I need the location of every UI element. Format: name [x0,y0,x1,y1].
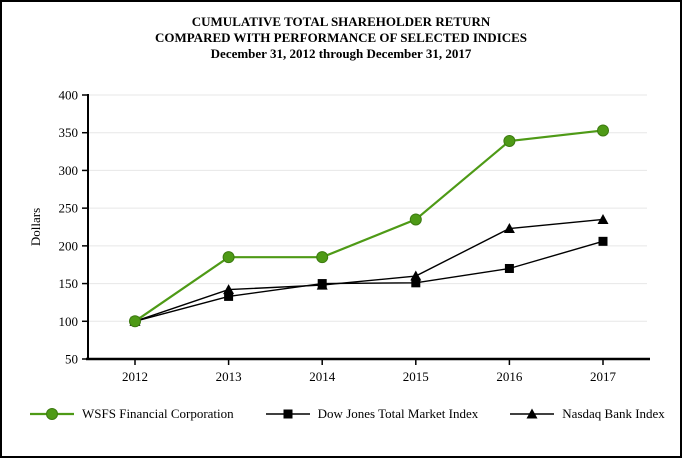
legend-item: Nasdaq Bank Index [510,406,665,422]
circle-data-marker [597,124,609,137]
square-data-marker [411,278,421,288]
circle-data-marker [503,135,516,148]
square-data-marker [317,279,327,289]
y-tick-label: 300 [59,163,79,178]
x-tick-label: 2013 [216,369,242,384]
series-line [134,129,604,323]
y-tick-label: 200 [59,238,79,253]
chart-title-line-2: COMPARED WITH PERFORMANCE OF SELECTED IN… [154,30,528,45]
triangle-data-marker [223,284,235,295]
chart-title-line-3: December 31, 2012 through December 31, 2… [210,46,472,61]
square-data-marker [224,291,234,301]
circle-data-marker [129,315,141,328]
square-data-marker [598,236,608,246]
x-tick-label: 2014 [309,369,336,384]
chart-title: CUMULATIVE TOTAL SHAREHOLDER RETURN COMP… [2,14,680,62]
circle-legend-marker-icon [30,408,74,420]
y-tick-label: 150 [59,276,79,291]
triangle-data-marker [503,223,515,234]
legend-item: Dow Jones Total Market Index [265,406,479,422]
y-axis-title: Dollars [28,208,43,246]
circle-data-marker [222,251,235,264]
y-tick-label: 350 [59,125,79,140]
legend-label: Dow Jones Total Market Index [317,406,479,421]
y-tick-label: 50 [65,352,78,367]
y-tick-label: 250 [59,201,79,216]
legend-item: WSFS Financial Corporation [30,406,234,422]
chart-legend: WSFS Financial Corporation Dow Jones Tota… [30,406,665,422]
chart-title-line-1: CUMULATIVE TOTAL SHAREHOLDER RETURN [191,14,491,29]
triangle-legend-marker-icon [510,408,555,419]
circle-data-marker [316,251,329,264]
y-tick-label: 400 [59,88,79,103]
square-legend-marker-icon [265,409,310,419]
y-tick-label: 100 [59,314,79,329]
x-tick-label: 2017 [590,369,617,384]
x-tick-label: 2015 [403,369,429,384]
x-tick-label: 2012 [122,369,148,384]
series-line [134,218,604,322]
legend-label: Nasdaq Bank Index [562,406,665,421]
square-data-marker [504,263,514,273]
series-line [134,240,604,322]
triangle-data-marker [410,270,422,281]
triangle-data-marker [597,213,609,224]
x-tick-label: 2016 [496,369,523,384]
circle-data-marker [409,213,422,226]
legend-label: WSFS Financial Corporation [82,406,234,421]
